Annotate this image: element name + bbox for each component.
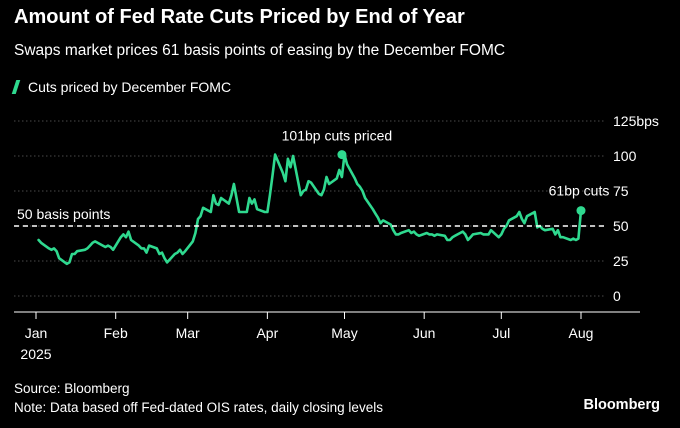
y-tick-label: 25 — [613, 253, 629, 269]
x-tick-label: May — [331, 325, 357, 341]
x-tick-label: Feb — [104, 325, 128, 341]
x-tick-label: Jun — [413, 325, 436, 341]
y-tick-label: 125bps — [613, 113, 659, 129]
x-tick-label: Jul — [492, 325, 510, 341]
annotation-marker — [576, 206, 586, 216]
note-text: Note: Data based off Fed-dated OIS rates… — [14, 400, 383, 415]
annotation-label: 61bp cuts — [549, 183, 610, 199]
x-tick-label: Apr — [256, 325, 278, 341]
chart-title: Amount of Fed Rate Cuts Priced by End of… — [14, 6, 465, 28]
y-tick-label: 50 — [613, 218, 629, 234]
x-tick-label: Aug — [569, 325, 594, 341]
x-year-label: 2025 — [20, 346, 51, 362]
source-text: Source: Bloomberg — [14, 381, 130, 396]
chart-subtitle: Swaps market prices 61 basis points of e… — [14, 42, 506, 59]
annotation-marker — [337, 150, 347, 160]
annotation-label: 101bp cuts priced — [282, 128, 393, 144]
series-line — [37, 153, 583, 266]
legend-label: Cuts priced by December FOMC — [28, 79, 232, 95]
x-tick-label: Mar — [176, 325, 200, 341]
bloomberg-logo: Bloomberg — [583, 397, 660, 413]
y-tick-label: 0 — [613, 288, 621, 304]
y-tick-label: 100 — [613, 148, 637, 164]
reference-line-label: 50 basis points — [17, 206, 110, 222]
y-tick-label: 75 — [613, 183, 629, 199]
x-tick-label: Jan — [25, 325, 48, 341]
legend: Cuts priced by December FOMC — [11, 79, 232, 95]
